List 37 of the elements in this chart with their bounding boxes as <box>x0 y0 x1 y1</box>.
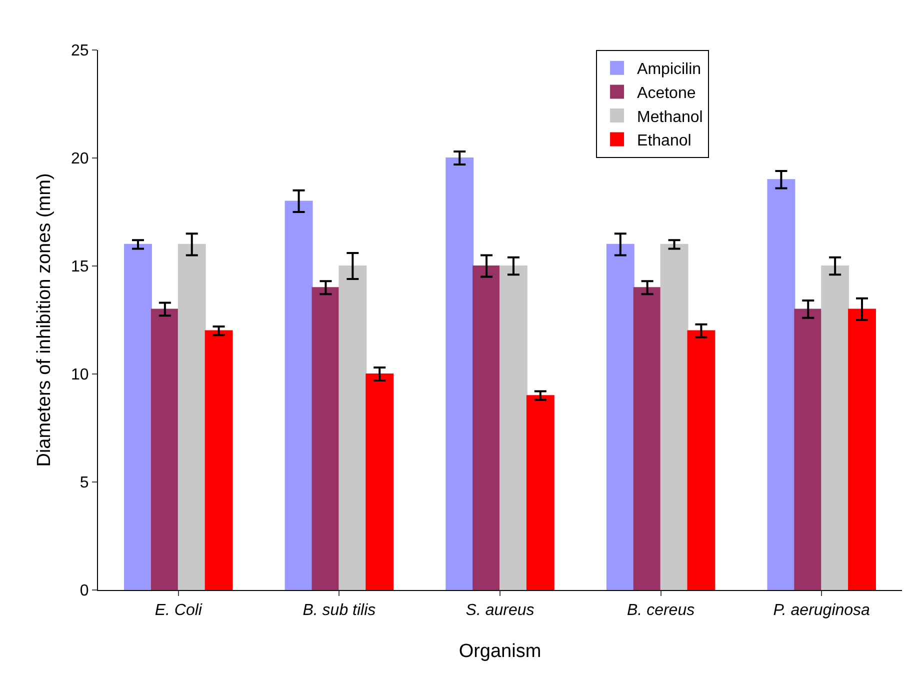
bar <box>687 330 716 590</box>
x-tick-label: B. sub tilis <box>302 602 376 620</box>
bar <box>848 308 876 590</box>
bar <box>312 287 340 590</box>
y-tick-label: 10 <box>71 366 89 384</box>
y-tick-label: 15 <box>71 258 89 276</box>
y-tick-label: 0 <box>80 582 89 600</box>
bar <box>446 158 474 590</box>
bar <box>794 308 822 590</box>
bar <box>500 266 528 590</box>
bar <box>204 330 233 590</box>
bar <box>526 395 554 590</box>
legend-label: Acetone <box>637 84 696 102</box>
legend-label: Methanol <box>637 108 703 126</box>
y-tick-label: 25 <box>71 42 89 60</box>
bar <box>472 266 500 590</box>
bar <box>366 374 394 590</box>
legend-label: Ethanol <box>637 132 692 150</box>
x-tick-label: B. cereus <box>627 602 695 620</box>
bar <box>660 244 688 590</box>
y-tick-label: 5 <box>80 474 89 492</box>
bar <box>124 244 152 590</box>
x-axis-title: Organism <box>458 641 542 662</box>
bar <box>767 179 796 590</box>
bar <box>338 266 367 590</box>
x-tick-label: S. aureus <box>466 602 534 620</box>
y-axis-title: Diameters of inhibition zones (mm) <box>34 173 55 467</box>
bar <box>150 308 179 590</box>
x-tick-label: E. Coli <box>154 602 202 620</box>
legend-label: Ampicilin <box>637 61 702 78</box>
bar <box>606 244 634 590</box>
bar <box>821 266 850 590</box>
bar <box>284 200 313 590</box>
bar <box>633 287 662 590</box>
x-tick-label: P. aeruginosa <box>773 602 870 620</box>
y-tick-label: 20 <box>71 150 89 168</box>
bar <box>178 244 206 590</box>
